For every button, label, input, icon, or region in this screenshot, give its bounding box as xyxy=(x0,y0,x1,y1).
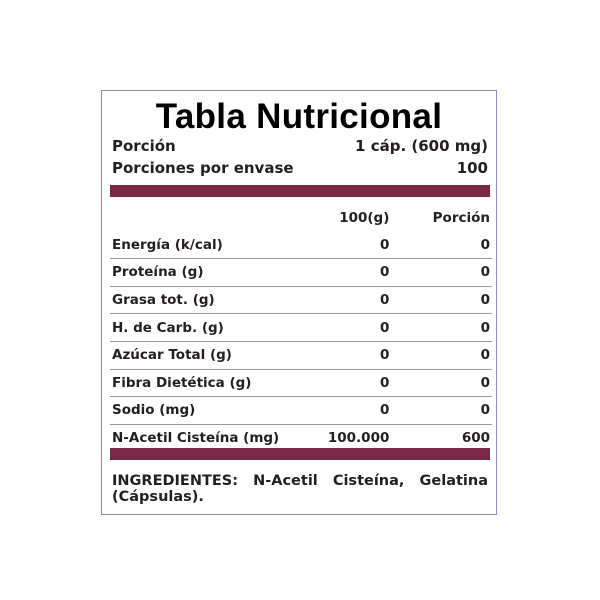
value-per-100g: 0 xyxy=(281,258,392,287)
table-header: 100(g) Porción xyxy=(110,205,492,232)
value-portion: 0 xyxy=(391,313,492,342)
nutrient-name: N-Acetil Cisteína (mg) xyxy=(112,430,280,447)
value-per-100g: 0 xyxy=(281,286,392,315)
nutrient-name: Grasa tot. (g) xyxy=(110,286,282,315)
serving-size-label: Porción xyxy=(112,137,176,155)
nutrient-name: Fibra Dietética (g) xyxy=(110,369,282,398)
serving-size-value: 1 cáp. (600 mg) xyxy=(355,137,488,155)
nutrient-name: Energía (k/cal) xyxy=(110,231,282,260)
table-row: Sodio (mg) 0 0 xyxy=(110,396,492,425)
header-portion: Porción xyxy=(432,210,490,227)
servings-per-container-value: 100 xyxy=(456,159,488,177)
serving-size-row: Porción 1 cáp. (600 mg) xyxy=(112,137,488,155)
divider-bar-bottom xyxy=(110,448,490,460)
nutrition-label: Tabla Nutricional Porción 1 cáp. (600 mg… xyxy=(101,90,497,515)
value-portion: 0 xyxy=(391,286,492,315)
value-per-100g: 0 xyxy=(281,396,392,425)
nutrient-name: Sodio (mg) xyxy=(110,396,282,425)
value-per-100g: 0 xyxy=(281,341,392,370)
table-row: Energía (k/cal) 0 0 xyxy=(110,231,492,260)
value-portion: 0 xyxy=(391,396,492,425)
value-per-100g: 0 xyxy=(281,231,392,260)
value-portion: 0 xyxy=(391,341,492,370)
nutrition-table: 100(g) Porción Energía (k/cal) 0 0 Proteína… xyxy=(110,205,492,451)
table-row: H. de Carb. (g) 0 0 xyxy=(110,313,492,342)
value-portion: 0 xyxy=(391,258,492,287)
table-row: Proteína (g) 0 0 xyxy=(110,258,492,287)
label-title: Tabla Nutricional xyxy=(155,97,443,136)
nutrient-name: Azúcar Total (g) xyxy=(110,341,282,370)
value-per-100g: 0 xyxy=(281,313,392,342)
servings-per-container-label: Porciones por envase xyxy=(112,159,294,177)
nutrient-name: Proteína (g) xyxy=(110,258,282,287)
value-portion: 0 xyxy=(391,369,492,398)
table-row: N-Acetil Cisteína (mg) 100.000 600 xyxy=(110,424,492,451)
ingredients-text: INGREDIENTES: N-Acetil Cisteína, Gelatin… xyxy=(112,473,488,505)
table-row: Grasa tot. (g) 0 0 xyxy=(110,286,492,315)
divider-bar-top xyxy=(110,185,490,197)
value-portion: 600 xyxy=(461,430,490,447)
value-per-100g: 0 xyxy=(281,369,392,398)
table-row: Fibra Dietética (g) 0 0 xyxy=(110,369,492,398)
servings-per-container-row: Porciones por envase 100 xyxy=(112,159,488,177)
nutrient-name: H. de Carb. (g) xyxy=(110,313,282,342)
header-per-100g: 100(g) xyxy=(339,210,390,227)
value-portion: 0 xyxy=(391,231,492,260)
value-per-100g: 100.000 xyxy=(327,430,390,447)
header-nutrient xyxy=(110,205,281,232)
table-row: Azúcar Total (g) 0 0 xyxy=(110,341,492,370)
